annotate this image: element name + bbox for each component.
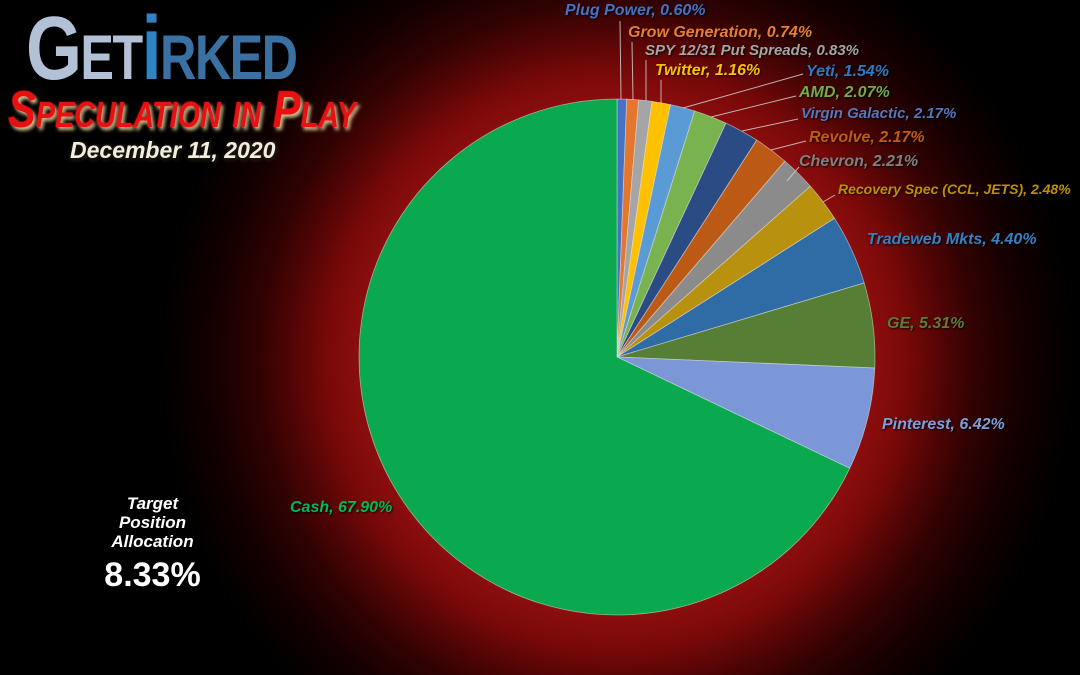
label-twitter: Twitter, 1.16%: [655, 62, 761, 79]
leader-line-virgin-galactic: [741, 118, 799, 132]
leader-line-revolve: [770, 140, 807, 151]
label-recovery-spec-ccl-jets: Recovery Spec (CCL, JETS), 2.48%: [838, 181, 1071, 197]
leader-line-amd: [710, 95, 797, 118]
label-grow-generation: Grow Generation, 0.74%: [628, 24, 813, 41]
leader-line-yeti: [682, 73, 804, 109]
logo-text-rked: rked: [160, 0, 298, 99]
pie-slice-cash: [358, 98, 851, 616]
label-pinterest: Pinterest, 6.42%: [882, 416, 1005, 433]
label-plug-power: Plug Power, 0.60%: [565, 2, 706, 19]
label-spy-12-31-put-spreads: SPY 12/31 Put Spreads, 0.83%: [645, 42, 860, 59]
label-revolve: Revolve, 2.17%: [809, 129, 925, 146]
target-line-1: Target: [126, 494, 179, 513]
chart-date: December 11, 2020: [70, 137, 276, 163]
label-chevron: Chevron, 2.21%: [799, 153, 919, 170]
label-yeti: Yeti, 1.54%: [806, 63, 890, 80]
target-line-2: Position: [118, 513, 187, 532]
label-virgin-galactic: Virgin Galactic, 2.17%: [801, 105, 957, 122]
label-amd: AMD, 2.07%: [799, 84, 890, 101]
leader-line-chevron: [786, 166, 800, 182]
leader-line-grow-generation: [631, 41, 634, 101]
label-tradeweb-mkts: Tradeweb Mkts, 4.40%: [867, 231, 1037, 248]
logo-text-i: i: [141, 0, 162, 99]
label-cash: Cash, 67.90%: [290, 499, 393, 516]
leader-line-recovery-spec-ccl-jets: [822, 194, 836, 203]
target-line-3: Allocation: [111, 532, 194, 551]
label-ge: GE, 5.31%: [887, 315, 965, 332]
tagline-speculation-in-play: Speculation in Play: [8, 81, 356, 139]
target-percentage: 8.33%: [104, 556, 201, 594]
target-allocation-block: Target Position Allocation 8.33%: [55, 494, 250, 592]
get-irked-logo: Getirked: [26, 4, 298, 94]
logo-text-get: Get: [26, 0, 143, 99]
leader-line-plug-power: [619, 20, 622, 100]
